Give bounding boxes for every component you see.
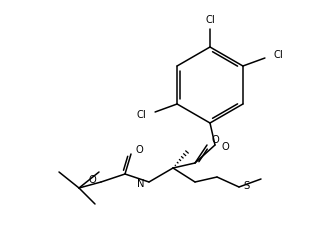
Text: S: S bbox=[243, 181, 249, 191]
Text: O: O bbox=[211, 135, 219, 145]
Text: O: O bbox=[136, 145, 144, 155]
Text: N: N bbox=[138, 179, 145, 189]
Text: Cl: Cl bbox=[136, 110, 146, 120]
Text: Cl: Cl bbox=[205, 15, 215, 25]
Text: O: O bbox=[221, 142, 229, 152]
Text: Cl: Cl bbox=[274, 50, 284, 60]
Text: O: O bbox=[88, 175, 96, 185]
